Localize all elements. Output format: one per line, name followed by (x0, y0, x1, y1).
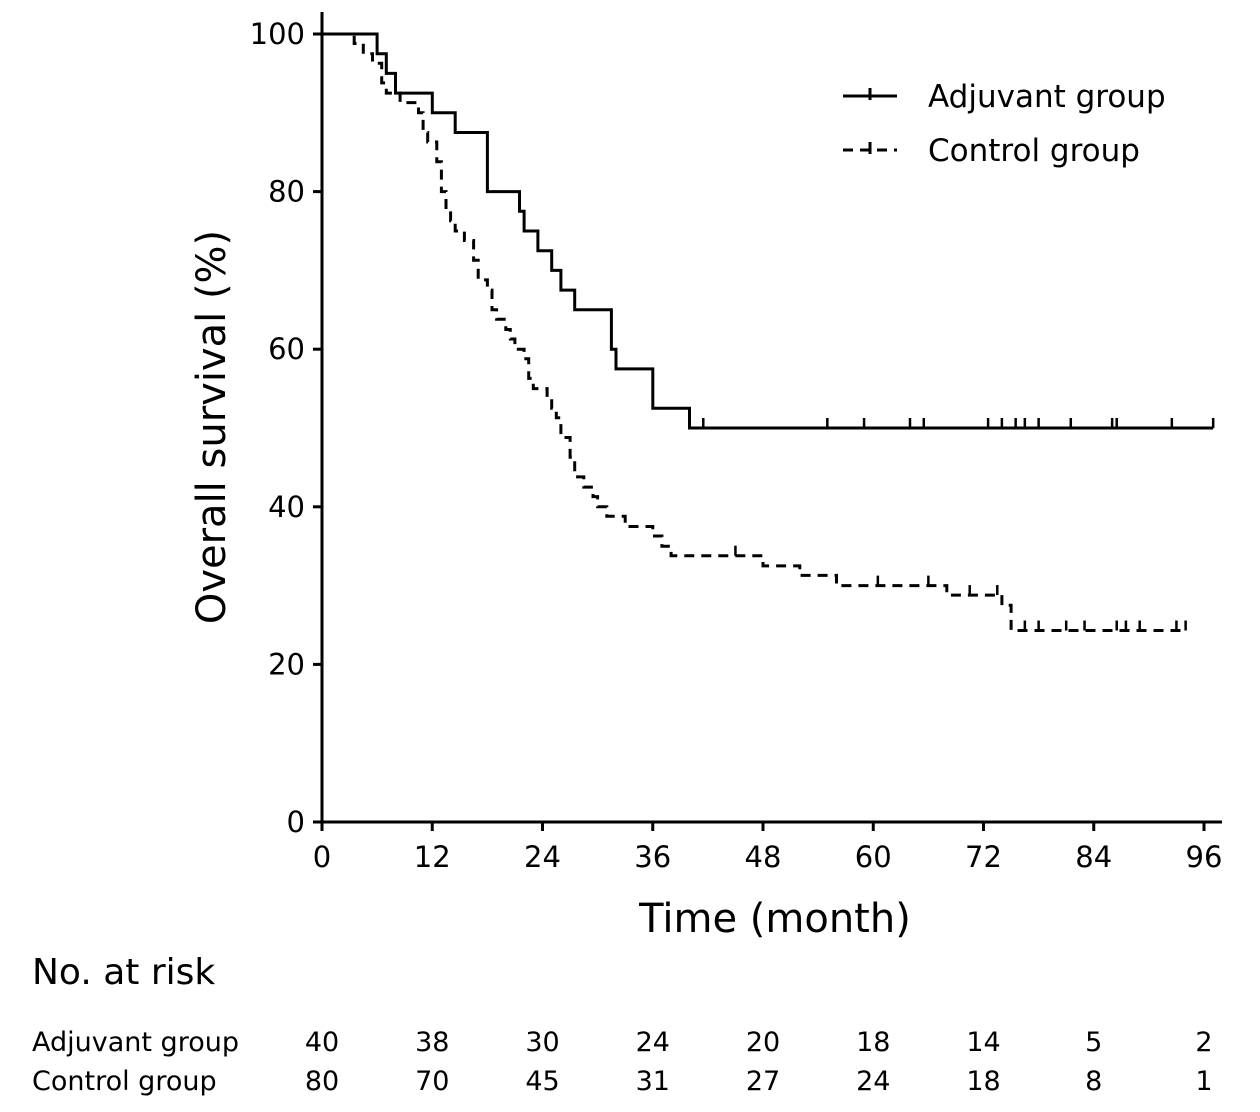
x-tick-label: 84 (1075, 840, 1112, 874)
risk-value-control: 24 (856, 1066, 891, 1097)
risk-value-control: 31 (635, 1066, 670, 1097)
risk-value-adjuvant: 5 (1085, 1027, 1103, 1058)
risk-value-control: 8 (1085, 1066, 1103, 1097)
y-tick-label: 100 (250, 17, 305, 51)
legend-label-adjuvant: Adjuvant group (928, 79, 1166, 115)
y-tick-label: 60 (268, 332, 305, 366)
x-tick-label: 0 (313, 840, 331, 874)
risk-row-label-control: Control group (32, 1066, 217, 1097)
risk-value-control: 27 (745, 1066, 781, 1097)
legend-label-control: Control group (928, 133, 1140, 169)
x-tick-label: 12 (414, 840, 451, 874)
legend-item-adjuvant: Adjuvant group (843, 79, 1166, 115)
x-tick-label: 48 (745, 840, 782, 874)
x-tick-label: 72 (965, 840, 1002, 874)
y-tick-label: 20 (268, 647, 305, 681)
risk-value-control: 70 (415, 1066, 450, 1097)
x-tick-label: 60 (855, 840, 892, 874)
axes (320, 12, 1222, 824)
risk-row-label-adjuvant: Adjuvant group (32, 1027, 239, 1058)
x-tick-label: 36 (634, 840, 671, 874)
y-tick-label: 40 (268, 490, 305, 524)
risk-value-adjuvant: 18 (856, 1027, 891, 1058)
ticks: 0 12 24 36 48 60 72 84 96 0 20 40 60 80 100 (250, 17, 1223, 874)
legend: Adjuvant group Control group (843, 79, 1166, 169)
risk-value-control: 1 (1195, 1066, 1213, 1097)
risk-value-control: 45 (525, 1066, 560, 1097)
series-line-adjuvant (322, 32, 1214, 430)
x-axis-label: Time (month) (638, 896, 911, 942)
risk-value-adjuvant: 2 (1195, 1027, 1213, 1058)
risk-value-adjuvant: 24 (635, 1027, 670, 1058)
risk-value-adjuvant: 14 (966, 1027, 1001, 1058)
risk-value-control: 18 (966, 1066, 1001, 1097)
series-layer (322, 32, 1215, 632)
risk-table-title: No. at risk (32, 952, 216, 993)
x-tick-label: 24 (524, 840, 561, 874)
risk-value-control: 80 (304, 1066, 340, 1097)
y-tick-label: 80 (268, 175, 305, 209)
risk-value-adjuvant: 20 (745, 1027, 781, 1058)
risk-value-adjuvant: 30 (525, 1027, 560, 1058)
y-axis-label: Overall survival (%) (189, 230, 235, 624)
risk-value-adjuvant: 40 (304, 1027, 340, 1058)
risk-value-adjuvant: 38 (415, 1027, 450, 1058)
series-line-control (322, 32, 1186, 632)
y-tick-label: 0 (287, 805, 305, 839)
legend-item-control: Control group (843, 133, 1140, 169)
x-tick-label: 96 (1186, 840, 1223, 874)
